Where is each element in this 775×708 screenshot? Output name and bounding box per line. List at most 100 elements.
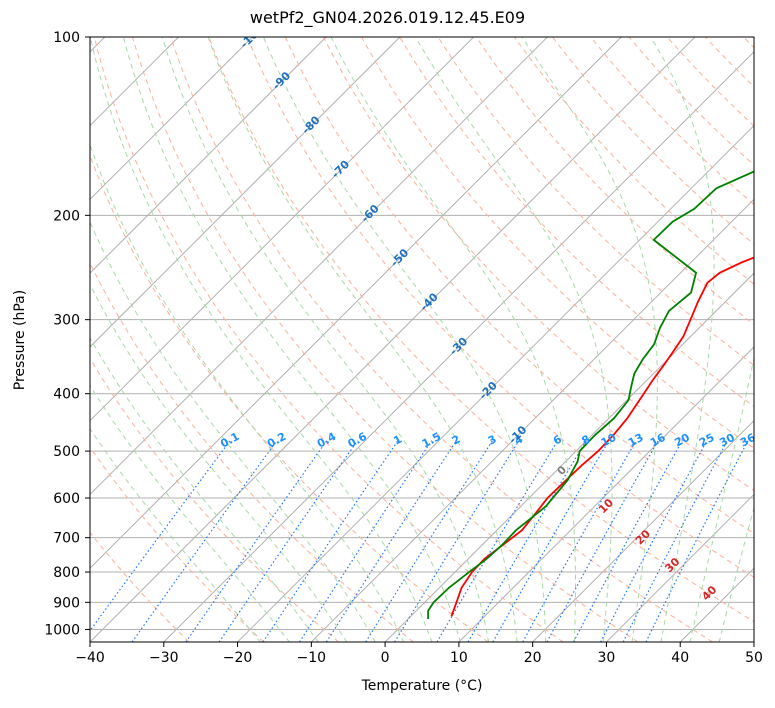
mixing-ratio-line <box>90 440 231 632</box>
isotherm-line <box>90 37 696 642</box>
moist-adiabat-line <box>90 384 290 642</box>
isotherm-line <box>237 124 754 642</box>
dewpoint-profile <box>427 170 754 619</box>
isotherm-line <box>90 37 548 496</box>
isotherm-line <box>163 51 754 642</box>
mixing-ratio-line <box>218 440 359 642</box>
x-tick-label: 10 <box>450 650 468 666</box>
y-tick-label: 900 <box>53 595 80 611</box>
y-tick-label: 800 <box>53 565 80 581</box>
moist-adiabat-line <box>90 37 433 642</box>
dry-adiabat-line <box>590 37 754 206</box>
mixing-ratio-line <box>467 440 587 642</box>
y-axis-label: Pressure (hPa) <box>12 289 28 391</box>
mixing-ratio-line <box>492 440 610 642</box>
isotherm-line <box>753 641 754 642</box>
mixing-ratio-label: 0.1 <box>218 430 241 451</box>
dry-adiabat-line <box>208 37 754 623</box>
x-tick-label: 0 <box>381 650 390 666</box>
mixing-ratio-line <box>394 440 520 642</box>
y-tick-label: 300 <box>53 313 80 329</box>
dry-adiabat-line <box>90 154 489 642</box>
dry-adiabat-line <box>90 357 339 642</box>
mixing-ratio-line <box>365 440 494 642</box>
chart-title: wetPf2_GN04.2026.019.12.45.E09 <box>249 8 526 27</box>
mixing-ratio-line <box>299 440 433 642</box>
dry-adiabat-label: -30 <box>447 334 470 357</box>
y-tick-label: 200 <box>53 208 80 224</box>
x-axis-label: Temperature (°C) <box>361 678 483 694</box>
x-tick-label: 50 <box>745 650 763 666</box>
x-tick-label: 20 <box>524 650 542 666</box>
x-tick-label: −30 <box>149 650 179 666</box>
isotherm-line <box>90 37 327 274</box>
mixing-ratio-label: 10 <box>599 431 619 450</box>
dry-adiabat-line <box>628 37 754 166</box>
dry-adiabat-line <box>399 37 754 408</box>
moist-adiabat-line <box>90 220 376 642</box>
mixing-ratio-line <box>185 440 328 642</box>
y-tick-label: 500 <box>53 444 80 460</box>
x-tick-label: 30 <box>598 650 616 666</box>
dry-adiabat-line <box>743 37 754 49</box>
mixing-ratio-label: 36 <box>738 431 758 450</box>
mixing-ratio-label: 30 <box>717 431 737 450</box>
mixing-ratio-label: 3 <box>486 433 499 448</box>
dry-adiabat-line <box>170 37 713 642</box>
moist-adiabat-line <box>521 37 658 642</box>
moist-adiabat-line <box>90 143 405 642</box>
mixing-ratio-label: 25 <box>697 431 717 450</box>
mixing-ratio-label: 2 <box>450 433 463 448</box>
mixing-ratio-line <box>546 440 659 642</box>
moist-adiabat-line <box>90 427 262 642</box>
y-tick-label: 100 <box>53 30 80 46</box>
x-tick-label: −40 <box>75 650 105 666</box>
mixing-ratio-line <box>262 440 399 642</box>
isotherm-line <box>90 37 401 348</box>
x-tick-label: 40 <box>671 650 689 666</box>
moist-adiabat-line <box>122 37 461 642</box>
dry-adiabat-line <box>437 37 754 366</box>
moist-adiabat-line <box>650 37 715 642</box>
isotherm-line <box>606 493 754 642</box>
mixing-ratio-label: 1 <box>391 433 404 448</box>
mixing-ratio-label: 1.5 <box>420 430 443 451</box>
dry-adiabat-line <box>323 37 754 492</box>
isotherm-line <box>310 198 754 642</box>
mixing-ratio-line <box>573 440 683 642</box>
mixing-ratio-label: 13 <box>626 431 646 450</box>
moist-adiabat-line <box>161 37 490 642</box>
dry-adiabat-line <box>552 37 754 245</box>
dry-adiabat-line <box>93 37 564 642</box>
isotherm-line <box>90 37 475 422</box>
mixing-ratio-label: 0.6 <box>346 430 370 451</box>
y-tick-label: 400 <box>53 387 80 403</box>
mixing-ratio-label: 0.4 <box>315 430 339 451</box>
dry-adiabat-line <box>90 262 414 642</box>
dry-adiabat-label: -70 <box>329 158 352 181</box>
dry-adiabat-label: -80 <box>299 113 322 136</box>
dry-adiabat-line <box>132 37 639 642</box>
mixing-ratio-line <box>600 440 708 642</box>
isotherm-line <box>90 37 622 569</box>
mixing-ratio-label: 20 <box>672 431 692 450</box>
moist-adiabat-line <box>718 505 754 642</box>
mixing-ratio-line <box>645 440 749 642</box>
dry-adiabat-line <box>90 531 190 642</box>
dry-adiabat-label: -20 <box>477 379 500 402</box>
isotherm-line <box>679 567 754 642</box>
plot-frame <box>89 36 755 643</box>
isotherm-line <box>458 346 754 642</box>
moist-adiabat-line <box>262 37 547 642</box>
mixing-ratio-line <box>325 440 457 642</box>
isotherm-line <box>384 272 754 642</box>
x-tick-label: −10 <box>297 650 327 666</box>
isotherm-line <box>532 419 754 642</box>
moist-adiabat-line <box>207 37 518 642</box>
x-tick-label: −20 <box>223 650 253 666</box>
moist-adiabat-line <box>415 37 613 642</box>
mixing-ratio-line <box>522 440 637 642</box>
moist-adiabat-line <box>689 355 754 642</box>
mixing-ratio-line <box>131 440 278 642</box>
